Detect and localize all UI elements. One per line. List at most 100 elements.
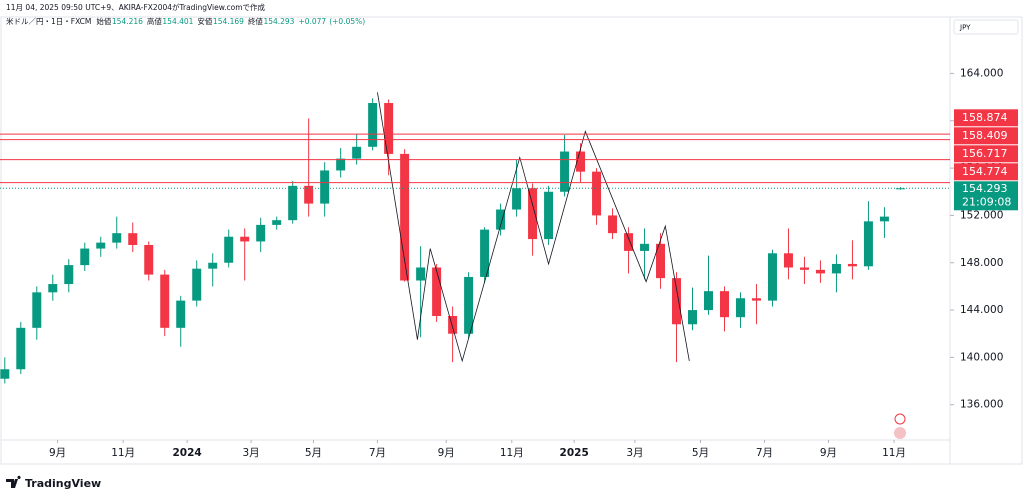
candle-body [80, 248, 90, 266]
legend-text: 154.401 [162, 17, 193, 26]
y-tick-label: 140.000 [960, 351, 1003, 363]
icon [894, 413, 906, 425]
candle-body [735, 298, 745, 318]
y-tick-label: 152.000 [960, 209, 1003, 221]
x-tick-label: 3月 [243, 447, 260, 459]
candle-body [240, 236, 250, 242]
candle-body [416, 267, 426, 281]
candle-body [112, 233, 122, 243]
zigzag [377, 92, 690, 363]
candle-body [384, 103, 394, 154]
currency-box [953, 19, 1019, 35]
level-label: 156.717 [962, 147, 1008, 160]
candle-body [448, 315, 458, 334]
logo [6, 475, 21, 488]
legend-text: 始値 [96, 16, 111, 26]
level-box [954, 127, 1018, 145]
y-tick-label: 144.000 [960, 304, 1003, 316]
x-tick-label: 7月 [756, 447, 773, 459]
candle-body [640, 243, 650, 251]
level-box [954, 109, 1018, 127]
y-tick-label: 136.000 [960, 399, 1003, 411]
level-box [954, 145, 1018, 163]
candle-body [624, 233, 634, 251]
candle-body [783, 253, 793, 268]
y-tick-label: 148.000 [960, 257, 1003, 269]
candle-body [608, 215, 618, 234]
candle-body [400, 153, 410, 281]
candle-body [0, 369, 10, 379]
candle-body [528, 188, 538, 240]
x-tick-label: 5月 [305, 447, 322, 459]
y-tick-label: 164.000 [960, 67, 1003, 79]
candle-body [480, 229, 490, 277]
candle-body [512, 188, 522, 210]
price-label: 154.293 [962, 182, 1008, 195]
legend-text: 高値 [147, 16, 162, 26]
icon [894, 427, 906, 439]
level-label: 154.774 [962, 165, 1008, 178]
candle-body [368, 103, 378, 147]
legend-text: +0.077 [298, 17, 326, 26]
level-label: 158.874 [962, 111, 1008, 124]
brand: TradingView [25, 477, 101, 490]
candle-body [879, 216, 889, 222]
x-tick-label: 2025 [560, 447, 589, 459]
legend-text: 米ドル／円・1日・FXCM [6, 16, 91, 26]
legend-text: 終値 [248, 16, 263, 26]
candle-body [672, 278, 682, 325]
candle-body [224, 236, 234, 263]
candle-body [719, 291, 729, 318]
candle-body [128, 233, 138, 246]
legend-text: (+0.05%) [329, 17, 365, 26]
countdown: 21:09:08 [962, 195, 1011, 208]
candle-body [96, 242, 106, 249]
x-tick-label: 7月 [369, 447, 386, 459]
candle-body [208, 262, 218, 269]
legend-text: 154.216 [112, 17, 143, 26]
candle-body [176, 300, 186, 328]
candle-body [544, 191, 554, 240]
candle-body [815, 269, 825, 274]
candle-body [336, 158, 346, 171]
caption: 11月 04, 2025 09:50 UTC+9、AKIRA-FX2004がTr… [6, 2, 266, 12]
candle-body [831, 263, 841, 274]
candle-body [304, 185, 314, 204]
candle-body [48, 284, 58, 293]
legend-text: 安値 [197, 16, 212, 26]
candle-body [751, 298, 761, 301]
candle-body [256, 224, 266, 242]
x-tick-label: 9月 [820, 447, 837, 459]
x-tick-label: 2024 [173, 447, 202, 459]
candle-body [192, 268, 202, 301]
candle-body [688, 310, 698, 325]
candle-body [704, 291, 714, 311]
candle-body [464, 276, 474, 334]
x-tick-label: 11月 [882, 447, 906, 459]
candle-body [272, 220, 282, 225]
candle-body [32, 292, 42, 328]
candle-body [863, 221, 873, 267]
currency: JPY [959, 24, 971, 32]
legend-row: 米ドル／円・1日・FXCM 始値 154.216 高値 154.401 安値 154.169… [6, 16, 365, 26]
x-tick-label: 9月 [49, 447, 66, 459]
candle-body [847, 263, 857, 267]
candle-body [288, 185, 298, 221]
candle-body [496, 209, 506, 230]
level-box [954, 163, 1018, 181]
x-tick-label: 5月 [692, 447, 709, 459]
candle-body [144, 245, 154, 275]
candle-body [160, 274, 170, 328]
candle-body [656, 243, 666, 279]
legend-text: 154.293 [263, 17, 294, 26]
candle-body [799, 267, 809, 270]
candle-body [560, 151, 570, 192]
x-tick-label: 3月 [626, 447, 643, 459]
price-box [954, 181, 1018, 211]
x-tick-label: 11月 [500, 447, 524, 459]
x-tick-label: 9月 [438, 447, 455, 459]
level-label: 158.409 [962, 129, 1008, 142]
x-tick-label: 11月 [111, 447, 135, 459]
